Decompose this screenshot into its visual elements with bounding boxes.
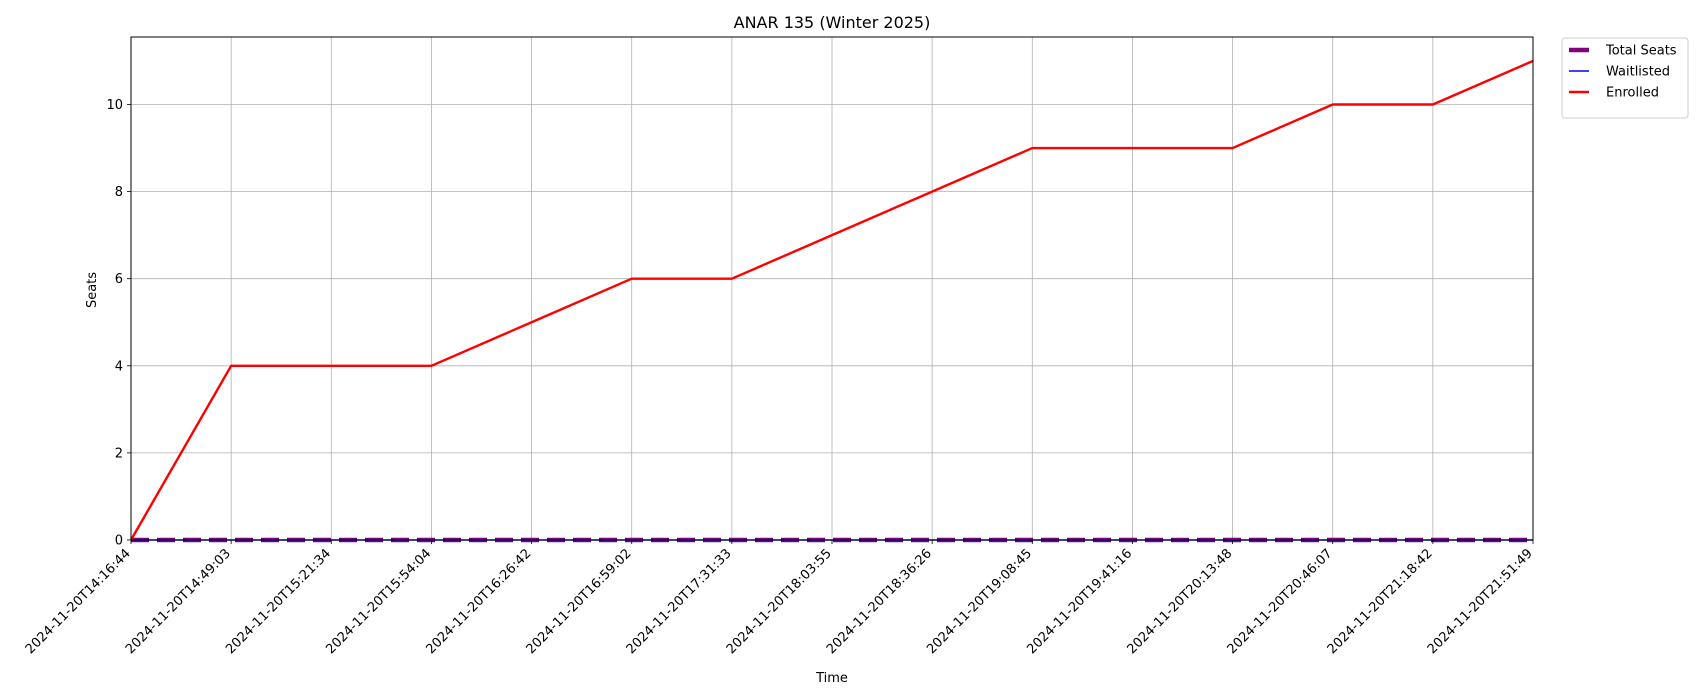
series-line-enrolled bbox=[129, 59, 1534, 541]
x-tick-label: 2024-11-20T18:36:26 bbox=[824, 546, 935, 657]
x-tick-label: 2024-11-20T14:16:44 bbox=[23, 546, 134, 657]
grid bbox=[130, 37, 1534, 541]
legend-label-waitlisted: Waitlisted bbox=[1606, 65, 1670, 80]
legend-frame bbox=[1561, 37, 1689, 119]
y-tick-label: 0 bbox=[115, 534, 123, 549]
y-tick-label: 2 bbox=[115, 446, 123, 461]
x-tick-label: 2024-11-20T21:51:49 bbox=[1425, 546, 1536, 657]
x-tick-label: 2024-11-20T20:46:07 bbox=[1225, 546, 1336, 657]
x-tick-label: 2024-11-20T20:13:48 bbox=[1124, 546, 1235, 657]
x-tick-label: 2024-11-20T21:18:42 bbox=[1325, 546, 1436, 657]
y-tick-label: 6 bbox=[115, 272, 123, 287]
x-tick-label: 2024-11-20T15:21:34 bbox=[223, 546, 334, 657]
x-tick-label: 2024-11-20T18:03:55 bbox=[724, 546, 835, 657]
x-tick-label: 2024-11-20T19:08:45 bbox=[924, 546, 1035, 657]
legend-label-total-seats: Total Seats bbox=[1605, 44, 1677, 59]
y-tick-label: 8 bbox=[115, 185, 123, 200]
x-tick-label: 2024-11-20T15:54:04 bbox=[323, 546, 434, 657]
x-tick-label: 2024-11-20T14:49:03 bbox=[123, 546, 234, 657]
x-tick-label: 2024-11-20T16:26:42 bbox=[423, 546, 534, 657]
x-axis-ticks: 2024-11-20T14:16:442024-11-20T14:49:0320… bbox=[23, 540, 1536, 657]
x-tick-label: 2024-11-20T19:41:16 bbox=[1024, 546, 1135, 657]
legend: Total Seats Waitlisted Enrolled bbox=[1561, 37, 1689, 119]
legend-label-enrolled: Enrolled bbox=[1606, 86, 1659, 101]
y-tick-label: 10 bbox=[106, 98, 123, 113]
y-axis-label: Seats bbox=[85, 272, 100, 308]
x-tick-label: 2024-11-20T17:31:33 bbox=[624, 546, 735, 657]
x-axis-label: Time bbox=[815, 671, 848, 686]
x-tick-label: 2024-11-20T16:59:02 bbox=[524, 546, 635, 657]
y-axis-ticks: 0 2 4 6 8 10 bbox=[106, 98, 131, 549]
y-tick-label: 4 bbox=[115, 359, 123, 374]
chart-title: ANAR 135 (Winter 2025) bbox=[734, 13, 931, 32]
